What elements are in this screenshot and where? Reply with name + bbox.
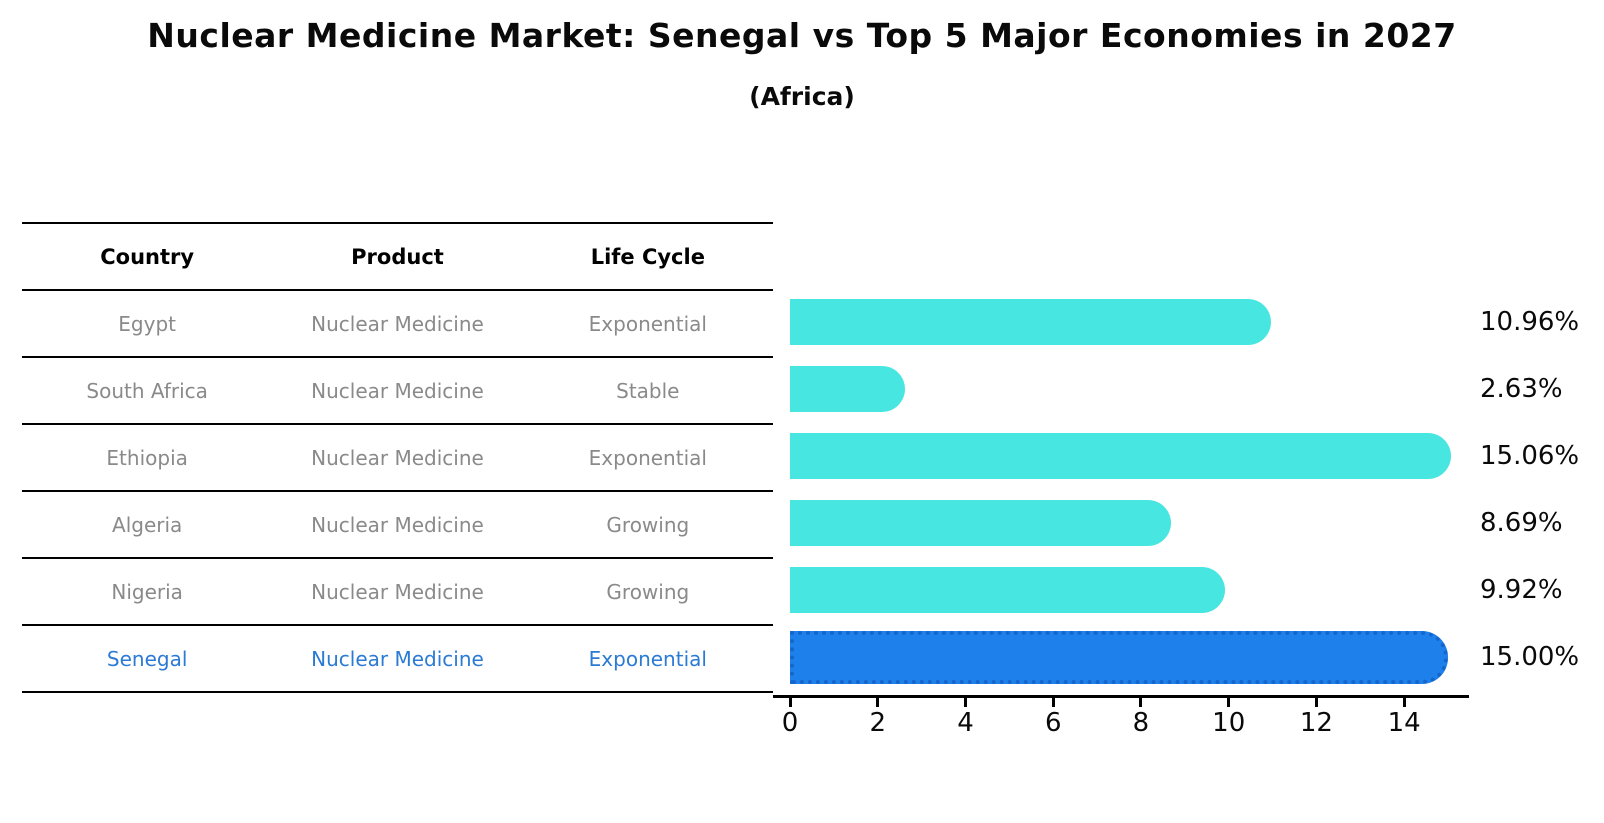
x-axis-tick-label: 10 xyxy=(1212,708,1246,738)
table-row: Ethiopia Nuclear Medicine Exponential xyxy=(22,425,773,492)
bar-value-label: 9.92% xyxy=(1480,575,1563,605)
chart-title: Nuclear Medicine Market: Senegal vs Top … xyxy=(147,16,1457,55)
x-axis-tick-label: 6 xyxy=(1044,708,1062,738)
x-axis-tick xyxy=(1227,698,1231,707)
x-axis-tick-label: 8 xyxy=(1132,708,1150,738)
table-cell-country: Algeria xyxy=(112,512,183,537)
table-cell-product: Nuclear Medicine xyxy=(311,445,484,470)
bar-ethiopia xyxy=(790,433,1451,479)
bar-highlight-senegal xyxy=(790,631,1448,684)
table-header-row: Country Product Life Cycle xyxy=(22,224,773,291)
table-row: South Africa Nuclear Medicine Stable xyxy=(22,358,773,425)
x-axis-tick-label: 0 xyxy=(781,708,799,738)
table-row: Nigeria Nuclear Medicine Growing xyxy=(22,559,773,626)
x-axis-tick-label: 4 xyxy=(957,708,974,738)
x-axis-tick xyxy=(963,698,967,707)
table-cell-life_cycle: Growing xyxy=(606,512,690,537)
table-cell-country: South Africa xyxy=(86,378,208,403)
bar-value-label: 10.96% xyxy=(1480,307,1580,337)
x-axis-tick-label: 2 xyxy=(869,708,886,738)
bar-value-label: 15.00% xyxy=(1480,642,1580,672)
bar-value-label: 8.69% xyxy=(1480,508,1563,538)
x-axis-tick xyxy=(1314,698,1318,707)
bar-south-africa xyxy=(790,366,905,412)
bar-value-label: 2.63% xyxy=(1480,374,1563,404)
table-cell-country: Senegal xyxy=(106,646,188,671)
table-header-cell: Life Cycle xyxy=(590,244,705,269)
x-axis-tick-label: 12 xyxy=(1299,708,1333,738)
table-row: Algeria Nuclear Medicine Growing xyxy=(22,492,773,559)
x-axis-tick xyxy=(1051,698,1055,707)
bar-value-label: 15.06% xyxy=(1480,441,1580,471)
table-cell-country: Nigeria xyxy=(111,579,183,604)
table-cell-country: Egypt xyxy=(118,311,177,336)
table-cell-product: Nuclear Medicine xyxy=(311,646,484,671)
table-cell-life_cycle: Exponential xyxy=(588,445,707,470)
country-table: Country Product Life Cycle Egypt Nuclear Med… xyxy=(22,222,773,693)
bar-algeria xyxy=(790,500,1171,546)
table-cell-product: Nuclear Medicine xyxy=(311,378,484,403)
table-row: Senegal Nuclear Medicine Exponential xyxy=(22,626,773,693)
chart-subtitle: (Africa) xyxy=(749,82,855,111)
bar-egypt xyxy=(790,299,1271,345)
table-cell-product: Nuclear Medicine xyxy=(311,512,484,537)
table-cell-life_cycle: Exponential xyxy=(588,646,707,671)
x-axis-tick xyxy=(876,698,880,707)
x-axis-tick-label: 14 xyxy=(1387,708,1421,738)
x-axis-tick xyxy=(788,698,792,707)
table-cell-country: Ethiopia xyxy=(106,445,188,470)
table-cell-life_cycle: Stable xyxy=(616,378,680,403)
table-cell-product: Nuclear Medicine xyxy=(311,579,484,604)
table-header-cell: Product xyxy=(351,244,444,269)
x-axis-tick xyxy=(1139,698,1143,707)
table-cell-life_cycle: Growing xyxy=(606,579,690,604)
table-cell-product: Nuclear Medicine xyxy=(311,311,484,336)
x-axis-tick xyxy=(1402,698,1406,707)
table-header-cell: Country xyxy=(100,244,195,269)
table-cell-life_cycle: Exponential xyxy=(588,311,707,336)
bar-nigeria xyxy=(790,567,1225,613)
table-row: Egypt Nuclear Medicine Exponential xyxy=(22,291,773,358)
x-axis-line xyxy=(773,695,1469,698)
